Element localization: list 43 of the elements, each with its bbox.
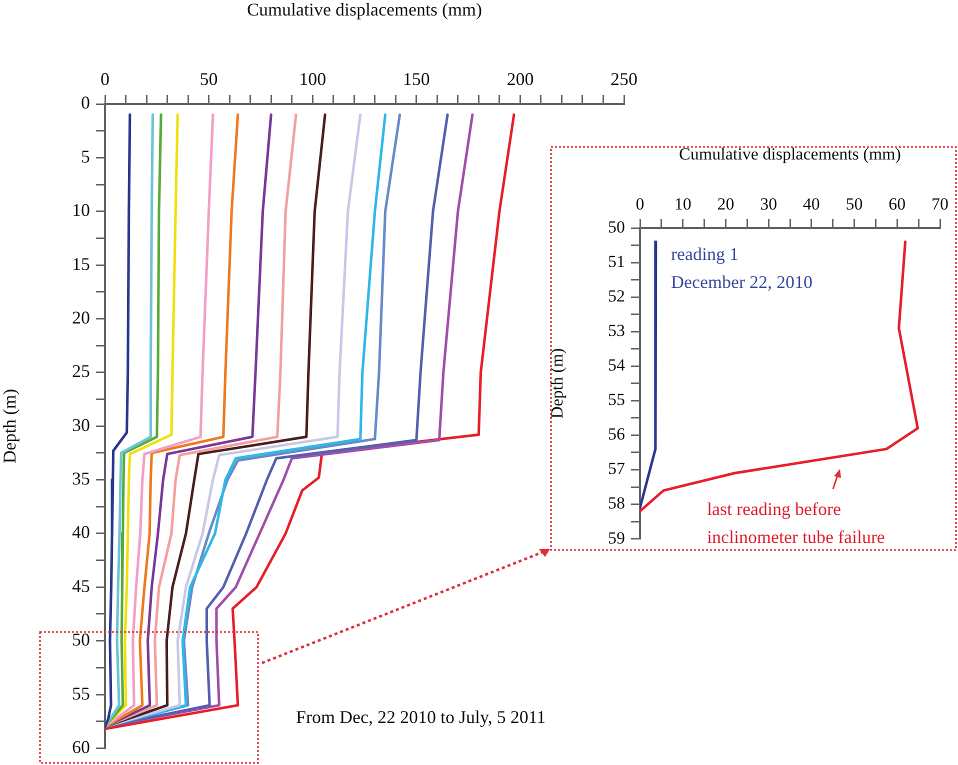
x-tick-label: 40: [802, 194, 820, 214]
x-tick-label: 0: [636, 194, 644, 214]
y-tick-label: 45: [72, 576, 90, 596]
y-tick-label: 52: [608, 286, 625, 306]
x-tick-label: 70: [932, 194, 948, 214]
x-tick-label: 250: [610, 68, 638, 89]
y-tick-label: 57: [608, 459, 626, 478]
annotation: From Dec, 22 2010 to July, 5 2011: [296, 706, 546, 729]
y-tick-label: 58: [608, 494, 625, 513]
y-tick-label: 15: [72, 254, 90, 274]
x-tick-label: 100: [299, 68, 326, 89]
annotation: reading 1 December 22, 2010: [671, 243, 812, 294]
x-tick-label: 30: [760, 194, 778, 214]
y-tick-label: 56: [608, 424, 625, 444]
y-tick-label: 54: [608, 356, 626, 375]
y-tick-label: 0: [81, 92, 90, 113]
y-tick-label: 55: [72, 683, 90, 704]
annotation: last reading before inclinometer tube failure: [707, 498, 885, 549]
y-tick-label: 59: [608, 528, 625, 548]
x-tick-label: 50: [846, 194, 863, 214]
y-tick-label: 60: [72, 736, 90, 757]
x-tick-label: 50: [200, 68, 218, 89]
y-tick-label: 55: [608, 390, 625, 410]
y-axis-title: Depth (m): [548, 348, 567, 419]
x-axis-title: Cumulative displacements (mm): [679, 144, 901, 164]
y-tick-label: 35: [72, 468, 90, 489]
x-tick-label: 150: [402, 68, 430, 89]
y-tick-label: 50: [72, 630, 90, 650]
x-tick-label: 20: [717, 194, 734, 214]
y-tick-label: 51: [608, 252, 625, 271]
x-axis-title: Cumulative displacements (mm): [247, 0, 482, 20]
x-tick-label: 60: [888, 194, 906, 214]
y-tick-label: 5: [81, 146, 90, 166]
y-tick-label: 50: [608, 217, 625, 236]
x-tick-label: 10: [674, 194, 692, 214]
y-tick-label: 40: [72, 522, 90, 542]
y-tick-label: 25: [72, 361, 90, 382]
y-tick-label: 53: [608, 321, 625, 340]
y-tick-label: 20: [72, 307, 90, 328]
y-axis-title: Depth (m): [0, 388, 20, 464]
x-tick-label: 200: [506, 68, 534, 89]
x-tick-label: 0: [100, 68, 110, 89]
y-tick-label: 30: [72, 414, 90, 435]
